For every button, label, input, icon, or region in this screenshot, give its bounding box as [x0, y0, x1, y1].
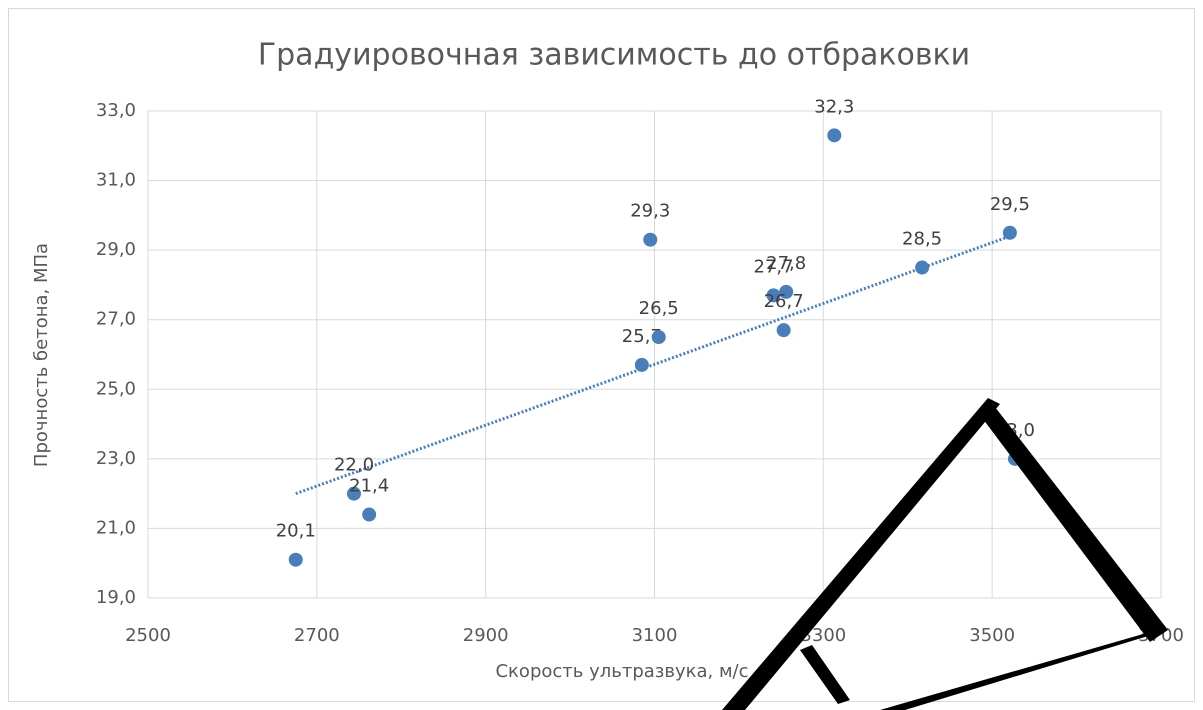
data-label: 32,3	[814, 96, 854, 117]
data-label: 27,7	[753, 256, 793, 277]
point	[776, 323, 791, 338]
data-label: 22,0	[334, 455, 374, 476]
point	[346, 486, 361, 501]
point	[766, 288, 781, 303]
point	[779, 284, 794, 299]
x-tick-label: 3300	[800, 625, 846, 646]
point	[651, 330, 666, 345]
data-label: 25,7	[622, 326, 662, 347]
point	[362, 507, 377, 522]
x-tick-label: 3500	[969, 625, 1015, 646]
x-tick-label: 2900	[463, 625, 509, 646]
y-tick-label: 31,0	[96, 170, 136, 191]
plot-area: 19,0 21,0 23,0 25,0 27,0 29,0 31,0 33,0 2500 2700…	[96, 96, 1184, 646]
y-tick-label: 19,0	[96, 587, 136, 608]
point	[634, 357, 649, 372]
chart-frame	[8, 8, 1195, 702]
y-tick-label: 33,0	[96, 100, 136, 121]
data-label: 28,5	[902, 229, 942, 250]
data-label: 27,8	[766, 253, 806, 274]
y-tick-label: 21,0	[96, 517, 136, 538]
data-label: 20,1	[276, 521, 316, 542]
trendline	[295, 234, 1011, 496]
y-tick-label: 25,0	[96, 378, 136, 399]
y-axis-label: Прочность бетона, МПа	[31, 243, 52, 467]
data-label: 21,4	[349, 476, 389, 497]
watermark	[722, 398, 1168, 710]
y-tick-label: 23,0	[96, 448, 136, 469]
x-tick-label: 3100	[632, 625, 678, 646]
point	[827, 128, 842, 143]
data-label: 26,7	[764, 291, 804, 312]
y-tick-label: 29,0	[96, 239, 136, 260]
data-label: 26,5	[639, 298, 679, 319]
data-label: 29,3	[630, 201, 670, 222]
x-tick-label: 2700	[294, 625, 340, 646]
x-tick-label: 2500	[125, 625, 171, 646]
point	[288, 552, 303, 567]
x-axis-label: Скорость ультразвука, м/с	[495, 661, 748, 682]
point	[643, 232, 658, 247]
y-tick-label: 27,0	[96, 309, 136, 330]
data-label: 29,5	[990, 194, 1030, 215]
point	[915, 260, 930, 275]
point	[1002, 225, 1017, 240]
chart-title: Градуировочная зависимость до отбраковки	[258, 38, 970, 73]
